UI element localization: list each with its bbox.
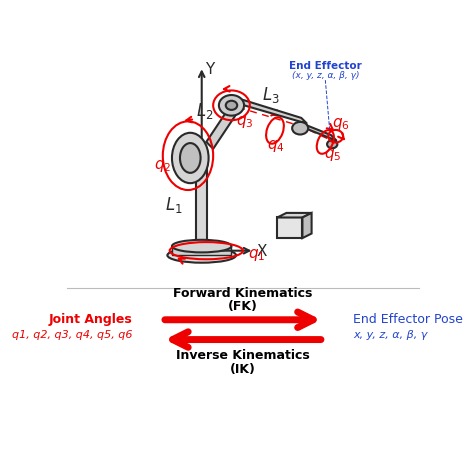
- Polygon shape: [172, 246, 231, 255]
- Text: $L_3$: $L_3$: [262, 85, 279, 105]
- Polygon shape: [302, 124, 337, 141]
- Text: Forward Kinematics: Forward Kinematics: [173, 287, 313, 300]
- Polygon shape: [238, 98, 307, 124]
- Text: $q_5$: $q_5$: [324, 147, 342, 163]
- Text: End Effector: End Effector: [289, 61, 362, 71]
- Text: (x, y, z, α, β, γ): (x, y, z, α, β, γ): [292, 71, 359, 80]
- Ellipse shape: [180, 143, 201, 173]
- Text: $q_6$: $q_6$: [332, 116, 350, 132]
- Text: Joint Angles: Joint Angles: [49, 313, 133, 326]
- Text: $q_1$: $q_1$: [247, 246, 265, 262]
- Text: Inverse Kinematics: Inverse Kinematics: [176, 349, 310, 362]
- Text: End Effector Pose: End Effector Pose: [353, 313, 463, 326]
- Ellipse shape: [327, 140, 337, 148]
- Ellipse shape: [196, 163, 208, 167]
- Text: $L_2$: $L_2$: [196, 101, 214, 121]
- Polygon shape: [277, 218, 302, 238]
- Ellipse shape: [167, 248, 236, 263]
- Text: $q_2$: $q_2$: [154, 158, 171, 174]
- Ellipse shape: [226, 101, 237, 110]
- Polygon shape: [277, 213, 311, 218]
- Ellipse shape: [292, 122, 308, 135]
- Text: Y: Y: [205, 62, 214, 77]
- Ellipse shape: [172, 240, 231, 252]
- Ellipse shape: [219, 95, 244, 115]
- Text: $L_1$: $L_1$: [164, 196, 182, 215]
- Text: (IK): (IK): [230, 363, 256, 376]
- Polygon shape: [206, 101, 241, 149]
- Text: (FK): (FK): [228, 300, 258, 313]
- Text: $q_3$: $q_3$: [236, 114, 254, 130]
- Text: $q_4$: $q_4$: [267, 138, 285, 154]
- Text: X: X: [256, 244, 267, 259]
- Text: q1, q2, q3, q4, q5, q6: q1, q2, q3, q4, q5, q6: [12, 330, 133, 340]
- Text: x, y, z, α, β, γ: x, y, z, α, β, γ: [353, 330, 428, 340]
- Polygon shape: [302, 213, 311, 238]
- FancyBboxPatch shape: [196, 165, 208, 246]
- Ellipse shape: [172, 133, 209, 183]
